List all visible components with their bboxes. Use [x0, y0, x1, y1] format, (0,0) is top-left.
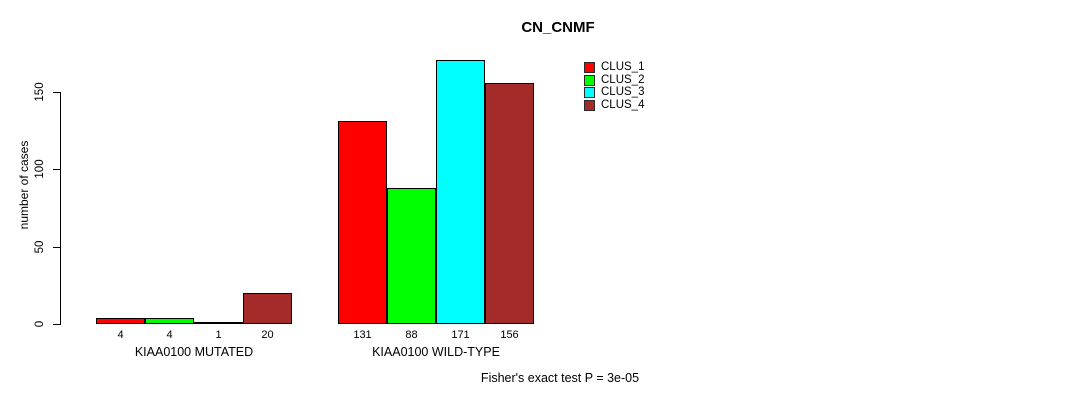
legend-item-clus_3: CLUS_3 [584, 86, 645, 99]
chart-title: CN_CNMF [521, 19, 595, 36]
bar-clus_3-group1 [194, 322, 243, 324]
bar-clus_4-group2 [485, 83, 534, 324]
y-axis-tick [53, 92, 60, 93]
bar-value-label: 1 [215, 329, 222, 341]
legend-color-swatch [584, 87, 595, 99]
annotation-text: Fisher's exact test P = 3e-05 [480, 371, 640, 385]
y-axis-line [60, 92, 61, 325]
legend-item-label: CLUS_4 [601, 98, 645, 111]
legend: CLUS_1 CLUS_2 CLUS_3 CLUS_4 [584, 61, 645, 112]
legend-color-swatch [584, 74, 595, 86]
bar-clus_1-group1 [96, 318, 145, 324]
y-axis-label: number of cases [17, 140, 31, 230]
bar-value-label: 171 [451, 329, 470, 341]
y-axis-tick-label: 150 [34, 82, 46, 102]
group-label-1: KIAA0100 MUTATED [134, 345, 254, 359]
y-axis-tick-label: 0 [34, 320, 46, 328]
legend-item-clus_2: CLUS_2 [584, 73, 645, 86]
bar-clus_1-group2 [338, 121, 387, 324]
bar-clus_3-group2 [436, 60, 485, 324]
bar-value-label: 156 [500, 329, 519, 341]
bar-clus_4-group1 [243, 293, 292, 324]
bar-value-label: 131 [353, 329, 372, 341]
legend-item-clus_1: CLUS_1 [584, 61, 645, 73]
bar-value-label: 20 [261, 329, 274, 341]
legend-item-label: CLUS_2 [601, 73, 645, 86]
y-axis-tick-label: 100 [34, 159, 46, 179]
bar-value-label: 4 [117, 329, 124, 341]
legend-color-swatch [584, 99, 595, 111]
bar-value-label: 4 [166, 329, 173, 341]
group-label-2: KIAA0100 WILD-TYPE [372, 345, 500, 359]
bar-clus_2-group1 [145, 318, 194, 324]
bar-clus_2-group2 [387, 188, 436, 324]
legend-item-label: CLUS_1 [601, 61, 645, 73]
legend-item-clus_4: CLUS_4 [584, 98, 645, 111]
y-axis-tick [53, 324, 60, 325]
legend-color-swatch [584, 62, 595, 73]
bar-value-label: 88 [405, 329, 418, 341]
y-axis-tick [53, 169, 60, 171]
y-axis-tick-label: 50 [34, 240, 46, 254]
y-axis-tick [53, 246, 60, 248]
legend-item-label: CLUS_3 [601, 86, 645, 99]
